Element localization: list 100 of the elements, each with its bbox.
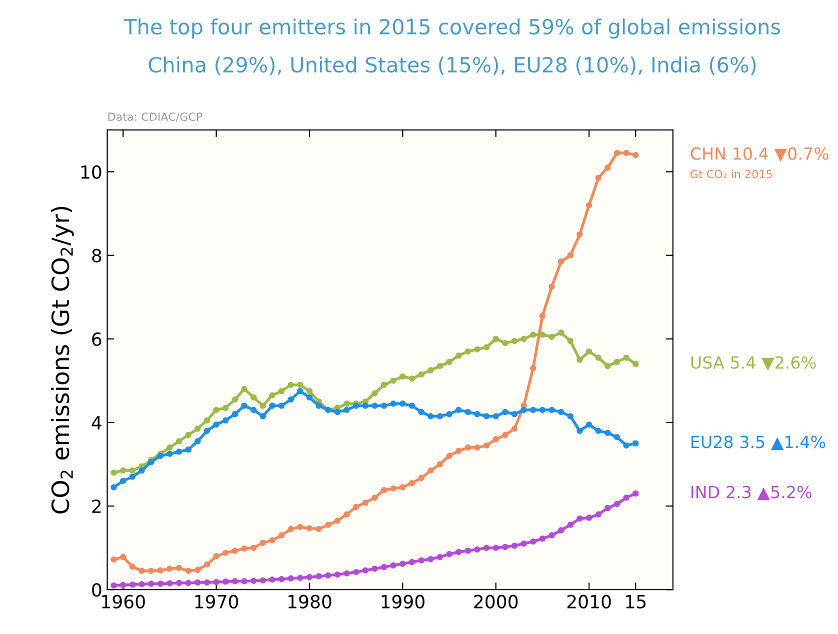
text: Data: CDIAC/GCP	[108, 112, 202, 122]
point	[297, 388, 304, 394]
point	[502, 340, 508, 346]
text: Gt CO₂ in 2015	[690, 170, 772, 178]
point	[362, 402, 369, 409]
point	[148, 459, 154, 466]
point	[157, 580, 164, 587]
point	[446, 410, 452, 418]
text: IND 2.3 ▲5.2%	[692, 486, 812, 500]
point	[185, 580, 192, 586]
point	[492, 336, 499, 342]
point	[530, 406, 536, 414]
point	[483, 442, 490, 449]
point	[129, 467, 136, 474]
point	[362, 567, 369, 574]
point	[418, 557, 424, 564]
point	[278, 576, 285, 582]
point	[138, 581, 145, 588]
point	[511, 542, 518, 549]
point	[110, 556, 117, 563]
point	[380, 487, 388, 494]
point	[241, 578, 248, 584]
point	[344, 406, 350, 414]
point	[623, 442, 630, 449]
point	[400, 484, 406, 490]
point	[194, 579, 201, 586]
point	[390, 400, 396, 407]
point	[250, 544, 257, 551]
point	[604, 430, 611, 436]
point	[166, 566, 173, 572]
point	[194, 566, 201, 574]
point	[306, 525, 313, 532]
point	[288, 396, 294, 403]
point	[483, 544, 490, 551]
point	[222, 417, 229, 424]
point	[436, 413, 444, 420]
point	[110, 484, 117, 490]
point	[474, 546, 480, 553]
point	[166, 580, 173, 586]
point	[428, 367, 434, 374]
y-tick-label: 6	[92, 332, 102, 346]
point	[436, 554, 444, 560]
point	[204, 417, 210, 424]
x-tick-label: 1970	[195, 594, 238, 608]
point	[185, 568, 192, 574]
point	[502, 432, 508, 438]
point	[269, 392, 276, 398]
point	[232, 396, 238, 403]
x-tick-label: 1990	[382, 594, 424, 608]
point	[250, 406, 257, 414]
x-tick-label: 2010	[567, 594, 611, 608]
point	[194, 438, 201, 444]
point	[567, 252, 574, 258]
point	[222, 404, 229, 411]
point	[241, 546, 248, 552]
point	[297, 574, 304, 582]
point	[408, 375, 416, 382]
point	[604, 505, 611, 512]
point	[474, 410, 480, 418]
y-tick-label: 10	[81, 165, 102, 179]
point	[614, 434, 620, 440]
point	[455, 406, 462, 414]
point	[344, 511, 350, 518]
point	[204, 561, 210, 568]
x-tick-label: 1980	[288, 594, 332, 608]
point	[278, 402, 285, 409]
point	[380, 402, 388, 409]
point	[520, 336, 527, 342]
point	[436, 362, 444, 370]
point	[595, 354, 602, 361]
point	[558, 408, 564, 416]
point	[614, 150, 620, 156]
point	[278, 388, 285, 394]
point	[455, 548, 462, 556]
point	[400, 560, 406, 567]
point	[362, 500, 369, 506]
point	[623, 150, 630, 156]
point	[288, 526, 294, 532]
point	[129, 564, 136, 570]
point	[483, 413, 490, 420]
point	[428, 556, 434, 562]
point	[558, 527, 564, 534]
point	[418, 371, 424, 378]
point	[185, 446, 192, 453]
point	[530, 538, 536, 545]
point	[316, 573, 322, 580]
point	[110, 582, 117, 589]
point	[222, 550, 229, 556]
point	[185, 432, 192, 438]
point	[344, 400, 350, 407]
point	[567, 413, 574, 420]
point	[483, 344, 490, 350]
point	[334, 518, 341, 524]
point	[306, 394, 313, 401]
point	[558, 258, 564, 265]
point	[548, 532, 555, 538]
point	[380, 382, 388, 388]
point	[390, 378, 396, 384]
point	[567, 522, 574, 528]
point	[632, 440, 639, 446]
